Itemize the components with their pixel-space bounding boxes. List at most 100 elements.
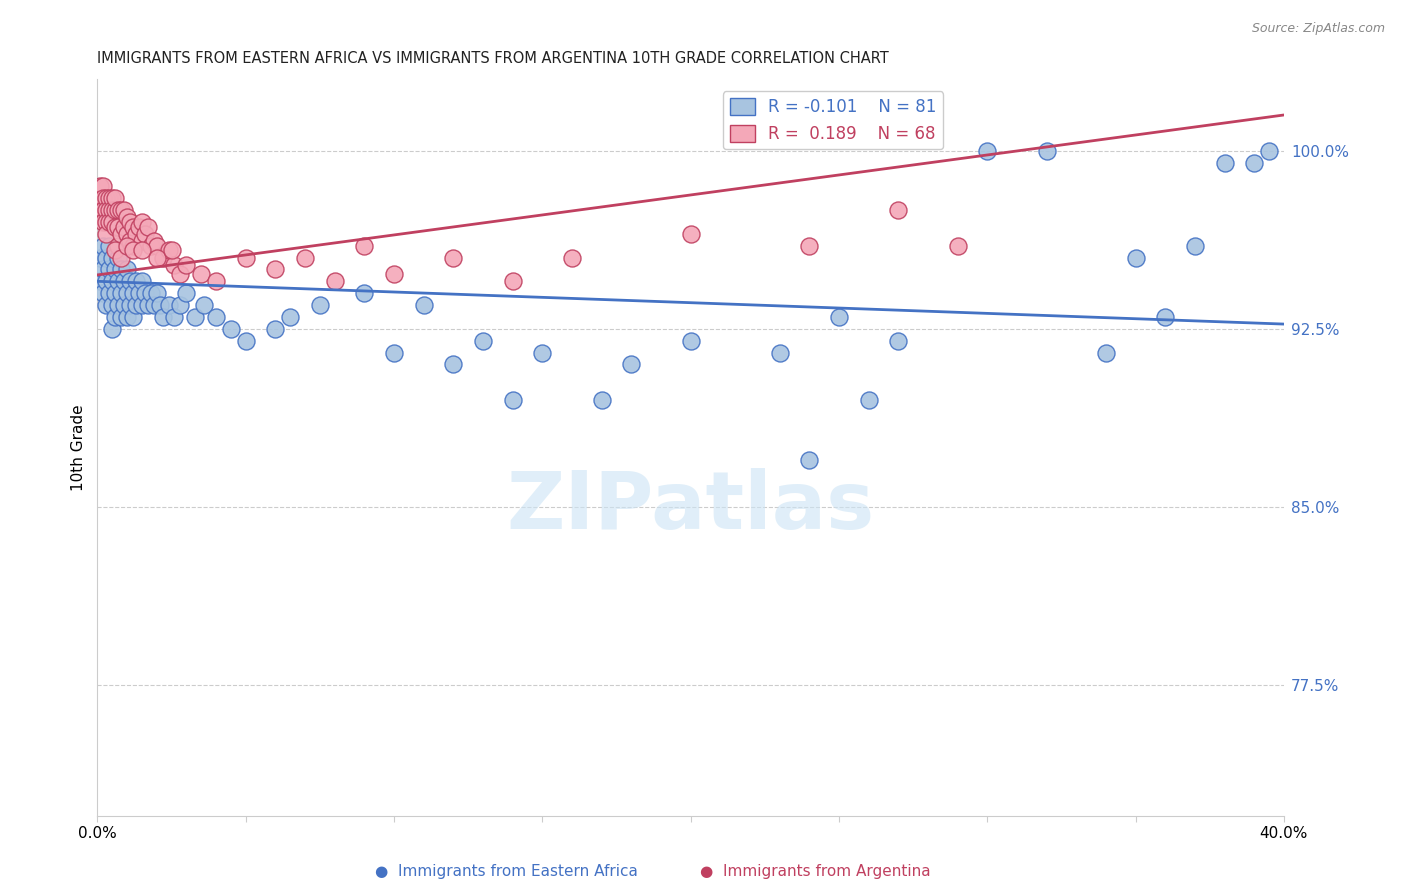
Point <box>128 219 150 234</box>
Point <box>152 310 174 324</box>
Point <box>561 251 583 265</box>
Point <box>91 191 114 205</box>
Point <box>104 310 127 324</box>
Point <box>1035 144 1057 158</box>
Point <box>205 310 228 324</box>
Point <box>101 191 124 205</box>
Point <box>104 191 127 205</box>
Point <box>96 298 118 312</box>
Point <box>149 298 172 312</box>
Point <box>1125 251 1147 265</box>
Point <box>136 298 159 312</box>
Text: Source: ZipAtlas.com: Source: ZipAtlas.com <box>1251 22 1385 36</box>
Point <box>157 298 180 312</box>
Point <box>278 310 301 324</box>
Point <box>110 227 132 241</box>
Point <box>353 238 375 252</box>
Point <box>107 251 129 265</box>
Point <box>128 286 150 301</box>
Point <box>679 227 702 241</box>
Point <box>169 298 191 312</box>
Point <box>98 238 121 252</box>
Point <box>160 244 183 258</box>
Point <box>152 251 174 265</box>
Point <box>91 179 114 194</box>
Point <box>1258 144 1281 158</box>
Point <box>131 215 153 229</box>
Point <box>142 234 165 248</box>
Point <box>91 262 114 277</box>
Point <box>176 286 198 301</box>
Point <box>101 202 124 217</box>
Point <box>134 227 156 241</box>
Point <box>799 238 821 252</box>
Point <box>219 322 242 336</box>
Point <box>118 234 141 248</box>
Point <box>118 298 141 312</box>
Point <box>125 227 148 241</box>
Point <box>101 274 124 288</box>
Point <box>104 202 127 217</box>
Point <box>976 144 998 158</box>
Point <box>104 244 127 258</box>
Point <box>136 219 159 234</box>
Point <box>134 286 156 301</box>
Point <box>98 191 121 205</box>
Point <box>169 267 191 281</box>
Point <box>104 262 127 277</box>
Point <box>122 244 145 258</box>
Point <box>441 358 464 372</box>
Point <box>163 310 186 324</box>
Point <box>472 334 495 348</box>
Point <box>96 202 118 217</box>
Point <box>887 334 910 348</box>
Point <box>115 227 138 241</box>
Text: ZIPatlas: ZIPatlas <box>506 467 875 546</box>
Point <box>131 298 153 312</box>
Point <box>502 393 524 408</box>
Point <box>112 274 135 288</box>
Point <box>98 286 121 301</box>
Point <box>98 262 121 277</box>
Point <box>190 267 212 281</box>
Text: ●  Immigrants from Argentina: ● Immigrants from Argentina <box>700 864 931 879</box>
Point <box>131 244 153 258</box>
Point <box>502 274 524 288</box>
Point <box>107 202 129 217</box>
Point <box>107 219 129 234</box>
Point <box>184 310 207 324</box>
Point <box>412 298 434 312</box>
Point <box>89 274 111 288</box>
Point <box>101 251 124 265</box>
Point <box>107 274 129 288</box>
Point <box>235 334 257 348</box>
Point <box>118 274 141 288</box>
Point <box>101 298 124 312</box>
Point <box>264 322 287 336</box>
Point <box>176 258 198 272</box>
Point <box>98 215 121 229</box>
Point <box>1184 238 1206 252</box>
Point <box>591 393 613 408</box>
Point <box>441 251 464 265</box>
Point <box>131 234 153 248</box>
Point <box>91 238 114 252</box>
Point <box>112 219 135 234</box>
Point <box>115 238 138 252</box>
Point <box>799 452 821 467</box>
Point <box>107 238 129 252</box>
Legend: R = -0.101    N = 81, R =  0.189    N = 68: R = -0.101 N = 81, R = 0.189 N = 68 <box>723 91 943 149</box>
Point <box>110 251 132 265</box>
Point <box>1095 345 1118 359</box>
Point <box>145 286 167 301</box>
Point <box>768 345 790 359</box>
Point <box>96 274 118 288</box>
Point <box>104 286 127 301</box>
Point <box>1213 155 1236 169</box>
Point <box>96 191 118 205</box>
Point <box>125 298 148 312</box>
Point <box>157 244 180 258</box>
Point <box>96 251 118 265</box>
Point <box>115 262 138 277</box>
Point <box>620 358 643 372</box>
